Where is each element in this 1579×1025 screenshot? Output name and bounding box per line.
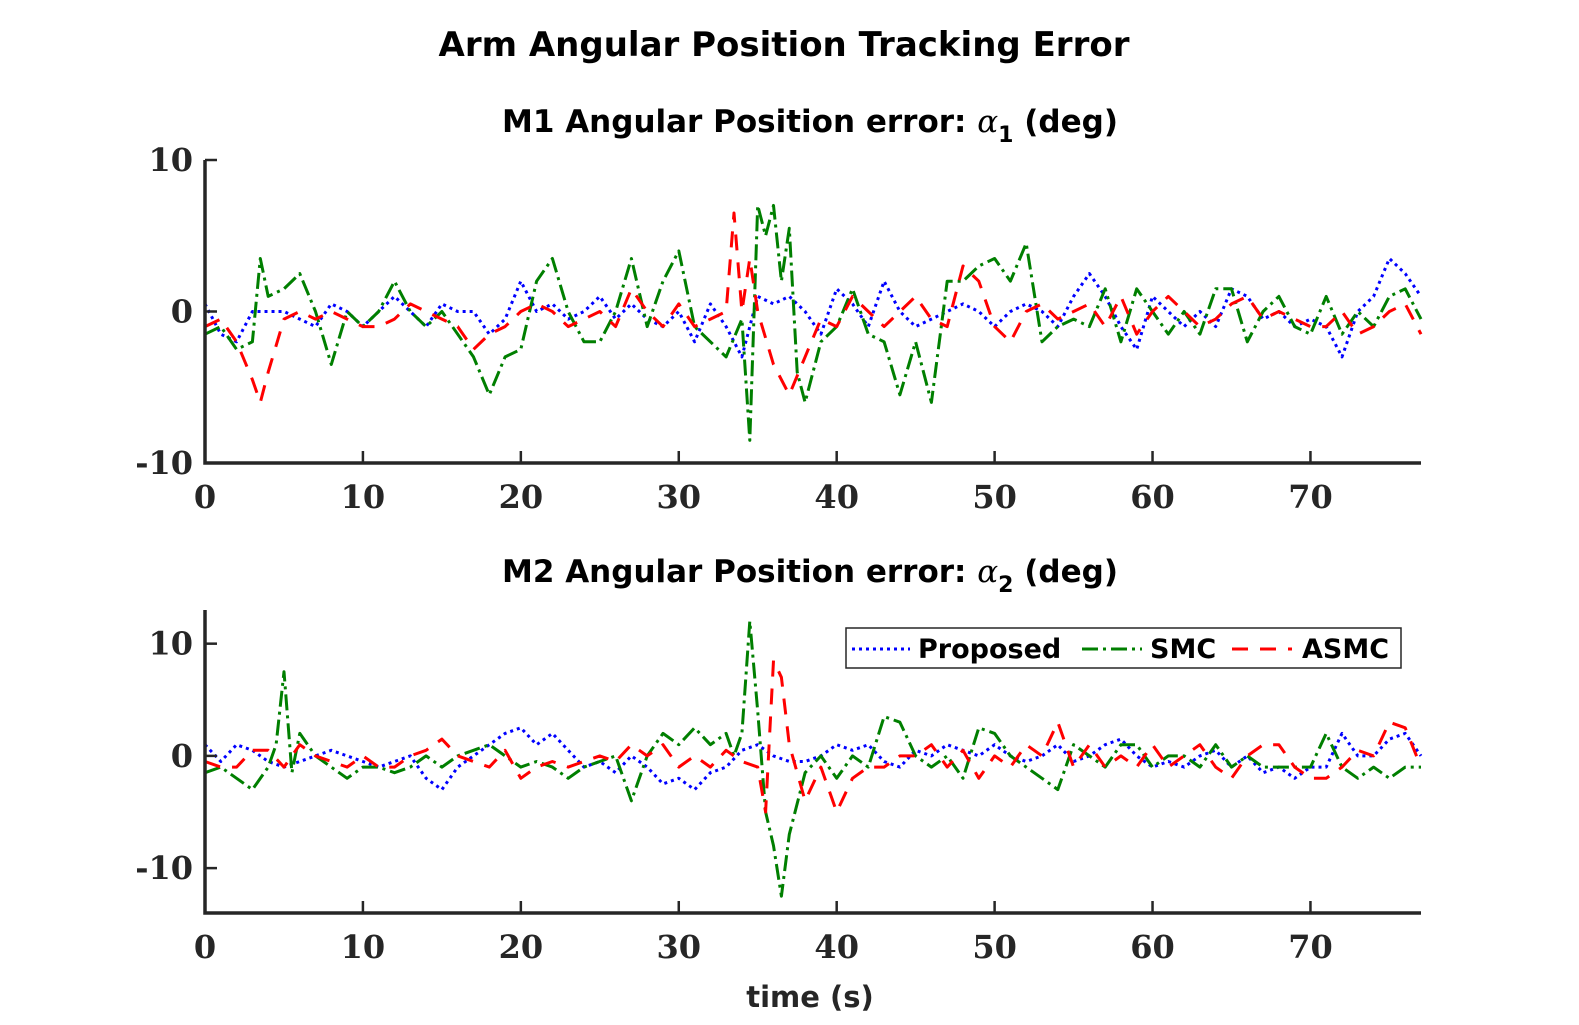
subplot-m2-title: M2 Angular Position error: α2 (deg) [502,554,1118,598]
x-tick-label: 60 [1130,928,1175,966]
subplot-m1-title-prefix: M1 Angular Position error: [502,104,977,140]
legend-label-smc: SMC [1150,634,1216,665]
alpha-symbol: α [977,104,998,140]
x-tick-label: 10 [341,478,386,516]
subplot-m2-title-subscript: 2 [998,573,1013,598]
x-tick-label: 30 [657,928,702,966]
series-line-smc [204,203,1423,442]
x-axis-label: time (s) [746,980,874,1014]
subplot-m1-title-subscript: 1 [998,123,1013,148]
subplot-m1-lines [203,203,1423,442]
x-tick-label: 60 [1130,478,1175,516]
x-tick-label: 70 [1288,478,1333,516]
y-tick-label: 10 [148,625,193,663]
legend: Proposed SMC ASMC [845,627,1402,669]
y-tick-label: -10 [135,849,193,887]
x-tick-label: 20 [499,478,544,516]
figure-title: Arm Angular Position Tracking Error [439,25,1130,65]
series-line-asmc [204,211,1423,404]
x-tick-label: 50 [972,928,1017,966]
y-tick-label: 0 [171,737,193,775]
y-tick-label: 0 [171,293,193,331]
x-tick-label: 20 [499,928,544,966]
legend-label-proposed: Proposed [918,634,1061,665]
series-line-proposed [203,726,1423,792]
series-line-proposed [203,257,1423,359]
subplot-m1: M1 Angular Position error: α1 (deg) 0 10 2… [135,104,1423,516]
alpha-symbol: α [977,554,998,590]
subplot-m2-lines [203,619,1423,898]
subplot-m2-ticks: 0 10 20 30 40 50 60 70 -10 0 10 [135,625,1333,966]
x-tick-label: 30 [657,478,702,516]
x-tick-label: 70 [1288,928,1333,966]
x-tick-label: 10 [341,928,386,966]
y-tick-label: -10 [135,444,193,482]
x-tick-label: 40 [814,928,859,966]
subplot-m2: M2 Angular Position error: α2 (deg) 0 10 2… [135,554,1423,1014]
subplot-m2-title-suffix: (deg) [1013,554,1118,590]
series-line-asmc [204,659,1423,814]
y-tick-label: 10 [148,141,193,179]
x-tick-label: 40 [814,478,859,516]
series-line-smc [204,619,1421,898]
x-tick-label: 0 [194,928,216,966]
subplot-m2-title-prefix: M2 Angular Position error: [502,554,977,590]
x-tick-label: 0 [194,478,216,516]
subplot-m1-title: M1 Angular Position error: α1 (deg) [502,104,1118,148]
x-tick-label: 50 [972,478,1017,516]
subplot-m1-title-suffix: (deg) [1013,104,1118,140]
legend-label-asmc: ASMC [1302,634,1389,665]
